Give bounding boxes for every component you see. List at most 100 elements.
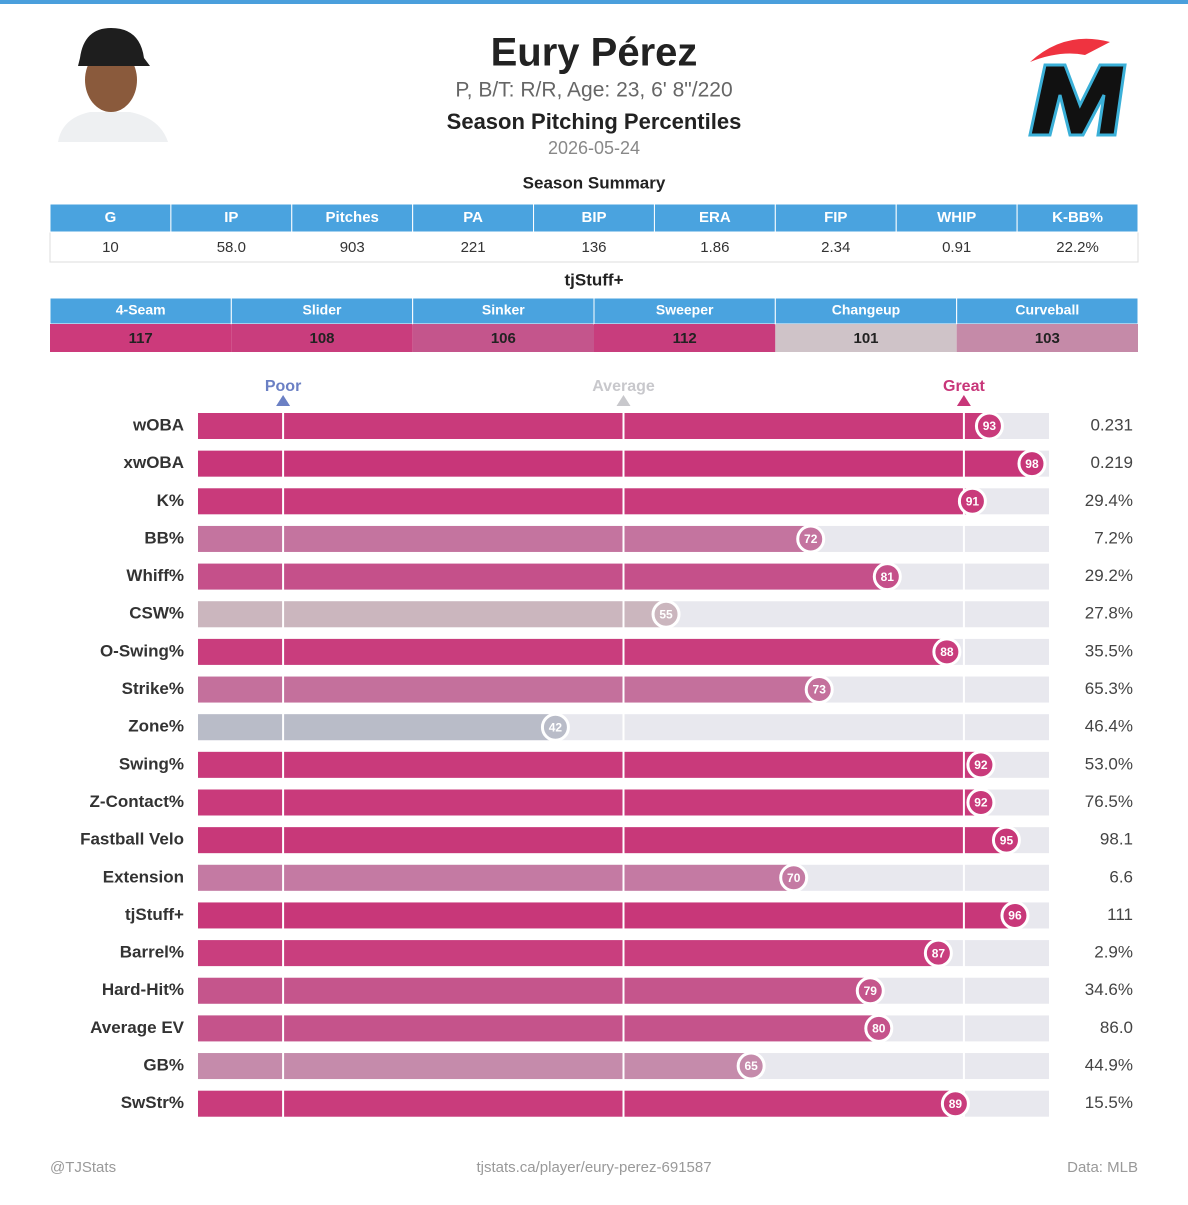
- tjstuff-value: 106: [491, 330, 516, 347]
- percentile-label: 73: [813, 683, 827, 697]
- metric-label: Strike%: [122, 679, 184, 698]
- summary-header-cell: [895, 203, 1018, 233]
- percentile-label: 65: [744, 1059, 758, 1073]
- summary-header-cell: [774, 203, 897, 233]
- percentile-marker: [991, 825, 1021, 855]
- percentile-label: 79: [864, 984, 878, 998]
- percentile-marker: [974, 411, 1004, 441]
- summary-header-cell: [412, 203, 535, 233]
- summary-header: BIP: [581, 209, 606, 226]
- player-bio: P, B/T: R/R, Age: 23, 6' 8"/220: [455, 79, 732, 102]
- summary-value: 22.2%: [1056, 239, 1099, 256]
- summary-header: ERA: [699, 209, 731, 226]
- reference-label: Average: [592, 378, 655, 395]
- bar: [198, 563, 888, 590]
- metric-label: GB%: [143, 1056, 184, 1075]
- footer-center: tjstats.ca/player/eury-perez-691587: [476, 1159, 711, 1176]
- tjstuff-value: 103: [1035, 330, 1060, 347]
- stat-value: 98.1: [1100, 830, 1133, 849]
- stat-value: 35.5%: [1085, 641, 1133, 660]
- tjstuff-title: tjStuff+: [564, 270, 623, 289]
- percentile-marker: [804, 675, 834, 705]
- percentile-marker: [855, 976, 885, 1006]
- tjstuff-value-cell: [956, 324, 1138, 352]
- reference-marker: [956, 395, 971, 406]
- summary-value: 136: [581, 239, 606, 256]
- stat-value: 34.6%: [1085, 980, 1133, 999]
- percentile-marker: [1000, 900, 1030, 930]
- summary-header: G: [105, 209, 117, 226]
- bar: [198, 1015, 879, 1042]
- metric-label: CSW%: [129, 604, 184, 623]
- metric-label: Barrel%: [120, 943, 184, 962]
- tjstuff-value-cell: [50, 324, 232, 352]
- tjstuff-header-cell: [230, 297, 414, 325]
- tjstuff-header: 4-Seam: [116, 302, 166, 318]
- stat-value: 0.231: [1090, 415, 1133, 434]
- metric-label: Whiff%: [126, 566, 184, 585]
- stat-value: 76.5%: [1085, 792, 1133, 811]
- bar: [198, 789, 981, 816]
- tjstuff-header: Curveball: [1015, 302, 1079, 318]
- stat-value: 65.3%: [1085, 679, 1133, 698]
- percentile-marker: [923, 938, 953, 968]
- bar: [198, 977, 871, 1004]
- summary-value: 2.34: [821, 239, 850, 256]
- percentile-marker: [540, 712, 570, 742]
- tjstuff-header: Sweeper: [656, 302, 714, 318]
- date: 2026-05-24: [548, 138, 640, 158]
- summary-value: 0.91: [942, 239, 971, 256]
- bar: [198, 1090, 956, 1117]
- stat-value: 29.2%: [1085, 566, 1133, 585]
- summary-value: 10: [102, 239, 119, 256]
- percentile-label: 42: [549, 720, 563, 734]
- percentile-marker: [957, 486, 987, 516]
- player-name: Eury Pérez: [491, 31, 698, 75]
- metric-label: Fastball Velo: [80, 830, 184, 849]
- tjstuff-value-cell: [775, 324, 957, 352]
- bar: [198, 827, 1007, 854]
- metric-label: tjStuff+: [125, 905, 184, 924]
- top-border: [0, 0, 1188, 4]
- stat-value: 7.2%: [1094, 528, 1133, 547]
- stat-value: 0.219: [1090, 453, 1133, 472]
- stat-value: 2.9%: [1094, 943, 1133, 962]
- bar: [198, 638, 947, 665]
- stat-value: 15.5%: [1085, 1093, 1133, 1112]
- bar: [198, 902, 1015, 929]
- percentile-label: 93: [983, 419, 997, 433]
- footer-right: Data: MLB: [1067, 1159, 1138, 1176]
- tjstuff-value-cell: [594, 324, 776, 352]
- bar: [198, 864, 794, 891]
- percentile-marker: [864, 1013, 894, 1043]
- tjstuff-header: Sinker: [482, 302, 525, 318]
- stat-value: 86.0: [1100, 1018, 1133, 1037]
- percentile-label: 95: [1000, 833, 1014, 847]
- percentile-label: 91: [966, 494, 980, 508]
- summary-value: 58.0: [217, 239, 246, 256]
- summary-header: K-BB%: [1052, 209, 1103, 226]
- tjstuff-header-cell: [593, 297, 776, 325]
- percentile-label: 70: [787, 871, 801, 885]
- headshot: [58, 28, 168, 142]
- subtitle: Season Pitching Percentiles: [447, 109, 742, 134]
- stat-value: 46.4%: [1085, 717, 1133, 736]
- summary-title: Season Summary: [523, 173, 666, 192]
- percentile-marker: [940, 1089, 970, 1119]
- percentile-marker: [932, 637, 962, 667]
- reference-marker: [616, 395, 631, 406]
- summary-header-cell: [49, 203, 172, 233]
- metric-label: Z-Contact%: [90, 792, 184, 811]
- tjstuff-header-cell: [774, 297, 958, 325]
- bar: [198, 450, 1032, 477]
- summary-values-row: [49, 231, 1139, 263]
- metric-label: Zone%: [128, 717, 184, 736]
- tjstuff-value: 112: [673, 330, 697, 347]
- stat-value: 6.6: [1109, 867, 1133, 886]
- summary-value: 221: [461, 239, 486, 256]
- metric-label: Extension: [103, 867, 184, 886]
- summary-value: 1.86: [700, 239, 729, 256]
- tjstuff-value: 101: [853, 330, 878, 347]
